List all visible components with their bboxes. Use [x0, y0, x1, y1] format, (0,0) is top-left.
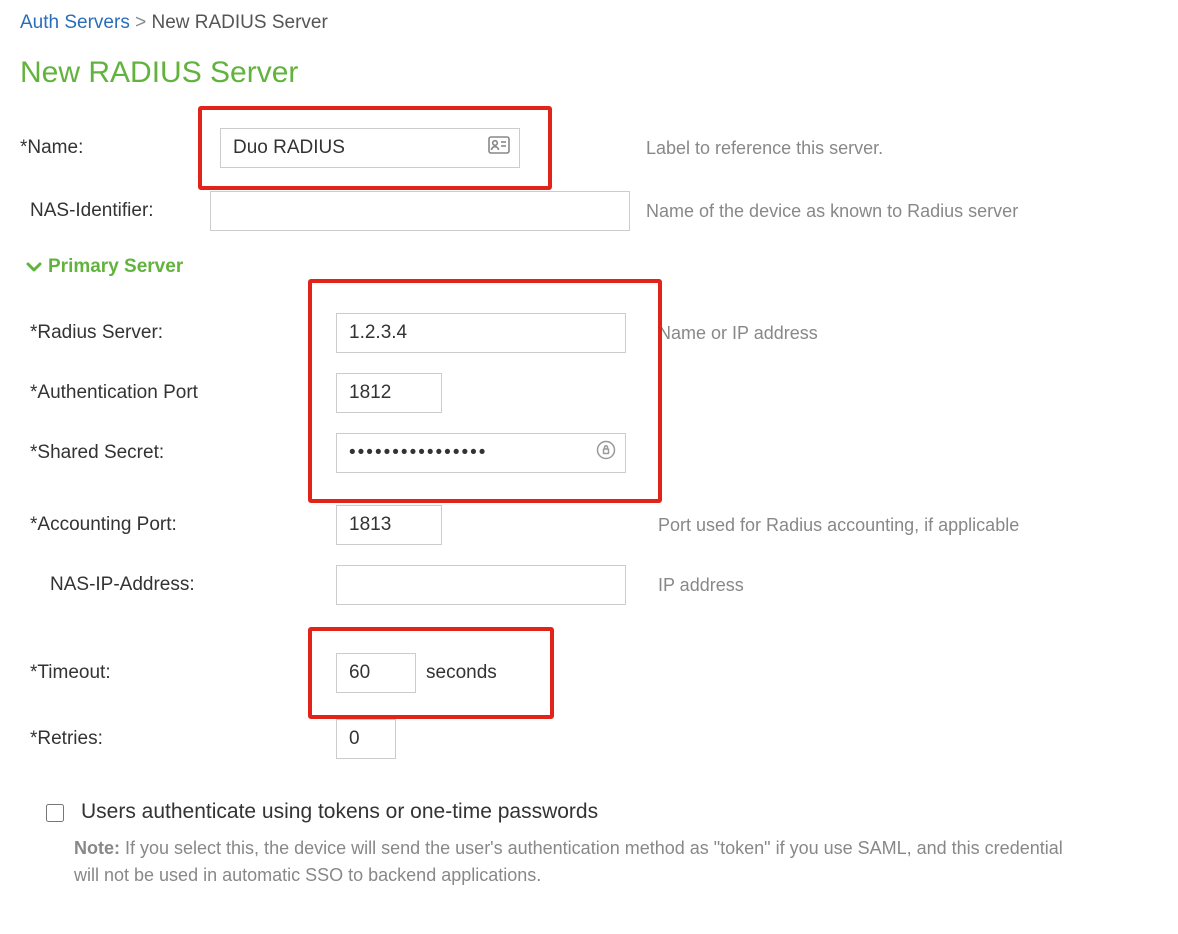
- token-checkbox-label: Users authenticate using tokens or one-t…: [81, 800, 598, 824]
- row-name: *Name: Label to reference this server.: [20, 112, 1158, 184]
- row-retries: *Retries:: [20, 712, 1158, 766]
- breadcrumb-separator: >: [135, 12, 146, 33]
- timeout-suffix: seconds: [426, 662, 497, 684]
- label-shared-secret: *Shared Secret:: [20, 442, 336, 464]
- breadcrumb: Auth Servers > New RADIUS Server: [20, 12, 1158, 34]
- row-nas-identifier: NAS-Identifier: Name of the device as kn…: [20, 184, 1158, 238]
- row-nas-ip: NAS-IP-Address: IP address: [20, 558, 1158, 612]
- row-accounting-port: *Accounting Port: Port used for Radius a…: [20, 498, 1158, 552]
- hint-nas-ip: IP address: [646, 575, 744, 596]
- label-radius-server: *Radius Server:: [20, 322, 336, 344]
- hint-accounting-port: Port used for Radius accounting, if appl…: [646, 515, 1019, 536]
- breadcrumb-parent-link[interactable]: Auth Servers: [20, 12, 130, 33]
- hint-name: Label to reference this server.: [530, 138, 883, 159]
- key-lock-icon: [596, 440, 616, 466]
- hint-radius-server: Name or IP address: [646, 323, 818, 344]
- label-nas-ip: NAS-IP-Address:: [20, 574, 336, 596]
- token-note-body: If you select this, the device will send…: [74, 838, 1063, 885]
- label-timeout: *Timeout:: [20, 662, 336, 684]
- retries-input[interactable]: [336, 719, 396, 759]
- row-shared-secret: *Shared Secret:: [20, 426, 1158, 480]
- label-retries: *Retries:: [20, 728, 336, 750]
- section-toggle-primary-server[interactable]: Primary Server: [20, 256, 1158, 278]
- label-name: *Name:: [20, 137, 220, 159]
- row-auth-port: *Authentication Port: [20, 366, 1158, 420]
- row-token-option: Users authenticate using tokens or one-t…: [20, 800, 1158, 825]
- timeout-input[interactable]: [336, 653, 416, 693]
- hint-nas-identifier: Name of the device as known to Radius se…: [640, 201, 1018, 222]
- row-radius-server: *Radius Server: .hl-group::before { top:…: [20, 306, 1158, 360]
- accounting-port-input[interactable]: [336, 505, 442, 545]
- shared-secret-input[interactable]: [336, 433, 626, 473]
- name-input[interactable]: [220, 128, 520, 168]
- row-timeout: *Timeout: seconds: [20, 646, 1158, 700]
- label-accounting-port: *Accounting Port:: [20, 514, 336, 536]
- section-title-primary-server: Primary Server: [48, 256, 183, 278]
- contact-card-icon: [488, 136, 510, 160]
- token-note-prefix: Note:: [74, 838, 120, 858]
- page-title: New RADIUS Server: [20, 56, 1158, 90]
- label-auth-port: *Authentication Port: [20, 382, 336, 404]
- nas-ip-input[interactable]: [336, 565, 626, 605]
- token-note: Note: If you select this, the device wil…: [20, 835, 1080, 889]
- label-nas-identifier: NAS-Identifier:: [20, 200, 210, 222]
- token-checkbox[interactable]: [46, 804, 64, 822]
- breadcrumb-current: New RADIUS Server: [152, 12, 328, 33]
- nas-identifier-input[interactable]: [210, 191, 630, 231]
- radius-server-input[interactable]: [336, 313, 626, 353]
- auth-port-input[interactable]: [336, 373, 442, 413]
- chevron-down-icon: [26, 259, 42, 275]
